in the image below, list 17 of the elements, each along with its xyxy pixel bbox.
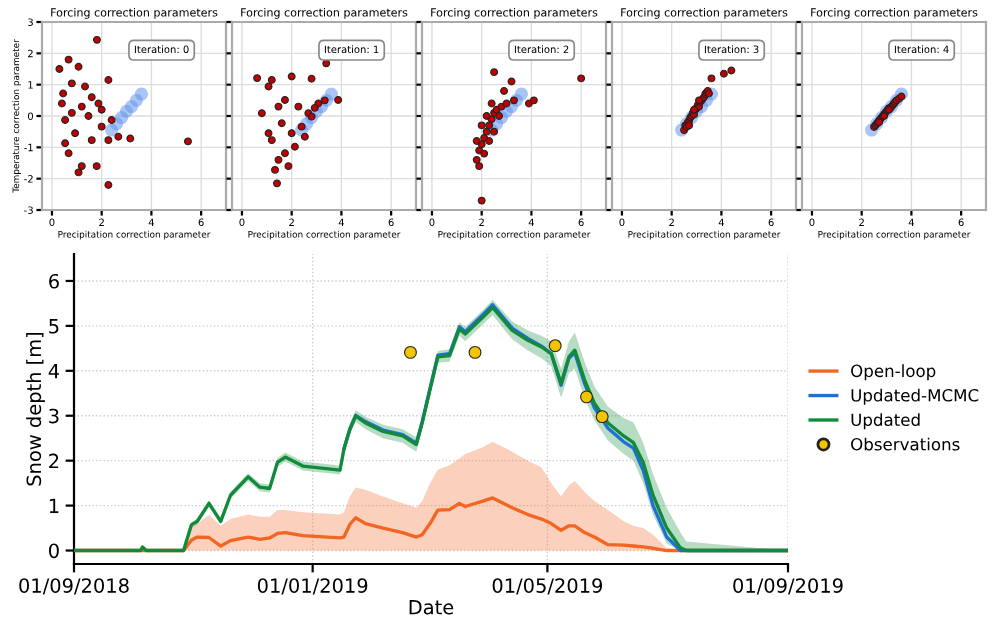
x-tick-label: 01/01/2019 xyxy=(257,578,368,595)
y-tick-label: 6 xyxy=(49,273,59,289)
y-tick-label: 1 xyxy=(49,498,59,513)
legend-label: Updated-MCMC xyxy=(851,388,979,405)
x-tick-label: 01/05/2019 xyxy=(492,578,603,595)
x-axis-title: Date xyxy=(409,600,454,615)
x-tick-label: 01/09/2018 xyxy=(19,578,129,595)
y-tick-label: 5 xyxy=(49,319,59,334)
legend-label: Open-loop xyxy=(851,364,936,381)
y-tick-label: 3 xyxy=(49,408,59,424)
y-tick-label: 4 xyxy=(48,364,60,379)
legend-label: Updated xyxy=(851,413,920,430)
y-tick-label: 0 xyxy=(49,543,59,559)
y-tick-label: 2 xyxy=(49,453,59,469)
legend-label: Observations xyxy=(851,437,960,451)
x-tick-label: 01/09/2019 xyxy=(733,578,843,595)
y-axis-title: Snow depth [m] xyxy=(26,332,45,486)
